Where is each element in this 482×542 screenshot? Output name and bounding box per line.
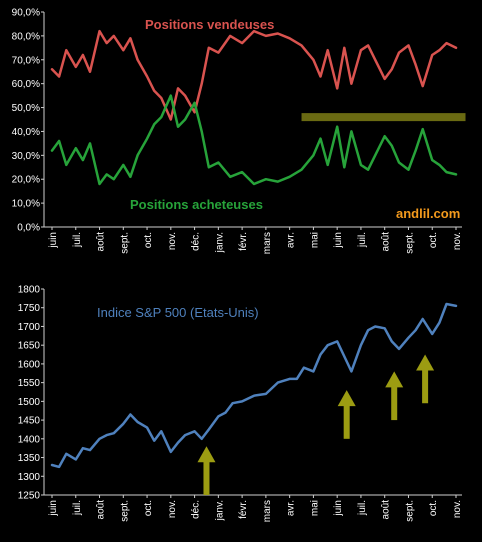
top-y-tick-label: 30,0% [12, 151, 40, 162]
top-y-tick-label: 40,0% [12, 127, 40, 138]
top-x-tick-label: août [96, 232, 107, 252]
top-series-line-0 [50, 29, 458, 121]
top-series-line-1 [50, 94, 458, 186]
arrow-shaft [391, 385, 398, 421]
top-y-tick-label: 0,0% [17, 223, 40, 234]
bottom-x-tick-label: mai [309, 500, 320, 516]
top-y-tick-label: 90,0% [12, 8, 40, 19]
top-x-tick-label: avr. [286, 232, 297, 248]
bottom-x-tick-label: août [96, 500, 107, 520]
bottom-up-arrow-0 [197, 446, 216, 495]
top-x-tick-label: août [381, 232, 392, 252]
top-x-tick-label: sept. [119, 232, 130, 254]
bottom-x-tick-label: sept. [404, 500, 415, 522]
bottom-y-tick-label: 1550 [18, 378, 41, 389]
bottom-y-tick-label: 1600 [18, 359, 41, 370]
buyers-series-label: Positions acheteuses [130, 197, 263, 212]
bottom-up-arrow-3 [416, 354, 435, 404]
bottom-y-tick-label: 1500 [18, 397, 41, 408]
top-x-tick-label: juin [333, 232, 344, 249]
bottom-x-tick-label: juil. [72, 500, 83, 516]
bottom-x-tick-label: août [381, 500, 392, 520]
top-reference-band [301, 113, 466, 122]
top-x-tick-label: oct. [428, 232, 439, 248]
top-x-tick-label: nov. [167, 232, 178, 250]
bottom-x-tick-label: mars [262, 500, 273, 522]
arrow-shaft [422, 368, 429, 404]
top-x-tick-label: juil. [72, 232, 83, 248]
top-y-tick-label: 20,0% [12, 175, 40, 186]
top-x-tick-label: mai [309, 232, 320, 248]
bottom-up-arrow-1 [337, 390, 356, 439]
bottom-x-tick-label: sept. [119, 500, 130, 522]
bottom-y-tick-label: 1400 [18, 434, 41, 445]
bottom-y-tick-label: 1800 [18, 285, 41, 296]
arrow-shaft [203, 460, 210, 495]
top-x-tick-label: mars [262, 232, 273, 254]
bottom-x-tick-label: déc. [191, 500, 202, 519]
bottom-x-tick-label: juin [333, 500, 344, 517]
top-x-tick-label: janv. [214, 232, 225, 253]
arrow-head [337, 390, 356, 407]
bottom-y-tick-label: 1250 [18, 491, 41, 502]
sp500-series-label: Indice S&P 500 (Etats-Unis) [97, 305, 259, 320]
bottom-x-tick-label: juin [48, 500, 59, 517]
brand-logo-text: andlil.com [396, 206, 460, 221]
top-x-tick-label: juin [48, 232, 59, 249]
bottom-x-tick-label: févr. [238, 500, 249, 519]
bottom-x-tick-label: janv. [214, 500, 225, 521]
bottom-y-tick-label: 1750 [18, 303, 41, 314]
sellers-series-label: Positions vendeuses [145, 17, 274, 32]
bottom-x-tick-label: nov. [452, 500, 463, 518]
bottom-x-tick-label: oct. [428, 500, 439, 516]
bottom-x-tick-label: avr. [286, 500, 297, 516]
top-y-tick-label: 80,0% [12, 31, 40, 42]
bottom-x-tick-label: oct. [143, 500, 154, 516]
arrow-head [385, 371, 404, 388]
arrow-shaft [343, 404, 350, 439]
top-y-tick-label: 70,0% [12, 55, 40, 66]
bottom-up-arrow-2 [385, 371, 404, 421]
bottom-x-tick-label: nov. [167, 500, 178, 518]
top-x-tick-label: oct. [143, 232, 154, 248]
bottom-y-tick-label: 1650 [18, 341, 41, 352]
top-x-tick-label: déc. [191, 232, 202, 251]
top-y-tick-label: 60,0% [12, 79, 40, 90]
top-x-tick-label: sept. [404, 232, 415, 254]
top-y-tick-label: 10,0% [12, 199, 40, 210]
top-y-tick-label: 50,0% [12, 103, 40, 114]
bottom-y-tick-label: 1450 [18, 416, 41, 427]
bottom-y-tick-label: 1350 [18, 453, 41, 464]
arrow-head [416, 354, 435, 371]
top-x-tick-label: nov. [452, 232, 463, 250]
bottom-y-tick-label: 1300 [18, 472, 41, 483]
bottom-y-tick-label: 1700 [18, 322, 41, 333]
top-x-tick-label: févr. [238, 232, 249, 251]
top-x-tick-label: juil. [357, 232, 368, 248]
bottom-series-line-0 [50, 302, 458, 469]
arrow-head [197, 446, 216, 463]
bottom-x-tick-label: juil. [357, 500, 368, 516]
